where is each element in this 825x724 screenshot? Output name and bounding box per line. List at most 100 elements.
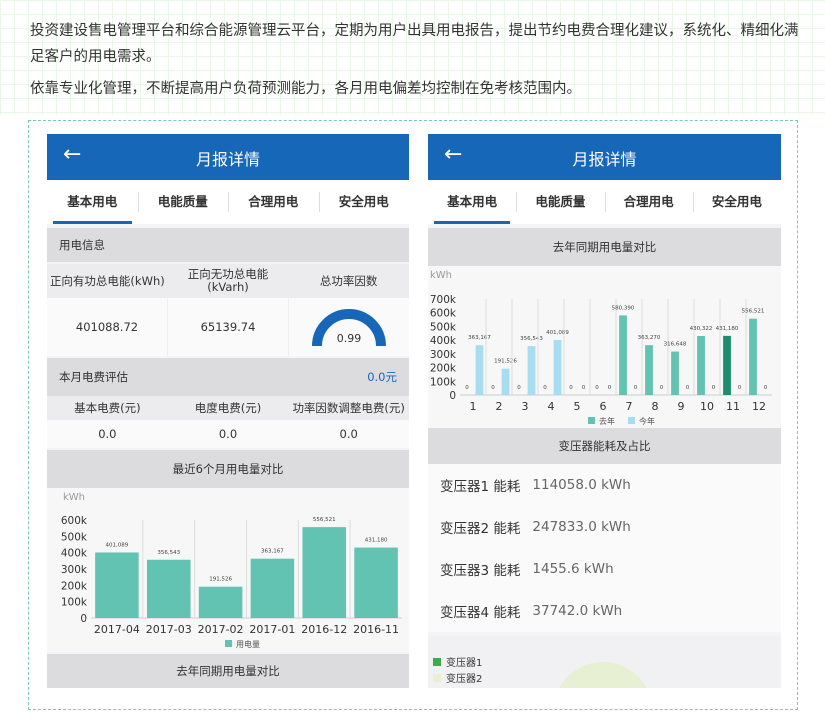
list-item: 变压器2 能耗 247833.0 kWh xyxy=(428,506,781,548)
bar xyxy=(527,346,536,395)
bar xyxy=(95,552,139,618)
x-tick-label: 5 xyxy=(574,400,581,413)
tab-safety[interactable]: 安全用电 xyxy=(318,180,410,224)
tab-rational[interactable]: 合理用电 xyxy=(228,180,319,224)
bar xyxy=(749,318,757,395)
data-label: 316,648 xyxy=(664,342,687,348)
list-item: 变压器3 能耗 1455.6 kWh xyxy=(428,548,781,590)
x-tick-label: 11 xyxy=(726,400,740,413)
x-tick-label: 8 xyxy=(652,400,659,413)
bar xyxy=(723,335,731,395)
y-tick-label: 200k xyxy=(430,363,457,375)
energy-section-header: 变压器能耗及占比 xyxy=(428,428,781,464)
back-arrow-icon[interactable]: ← xyxy=(63,142,82,167)
pie-chart xyxy=(559,661,647,688)
reactive-energy-value: 65139.74 xyxy=(167,298,288,356)
bar xyxy=(475,345,484,395)
data-label: 0 xyxy=(517,385,521,391)
y-tick-label: 100k xyxy=(430,376,457,388)
data-label: 0 xyxy=(608,385,612,391)
bar xyxy=(198,586,243,618)
col-active-energy: 正向有功总电能(kWh) xyxy=(49,274,165,288)
data-label: 0 xyxy=(543,385,547,391)
y-tick-label: 0 xyxy=(449,390,456,402)
power-factor-value: 0.99 xyxy=(336,332,362,345)
data-label: 0 xyxy=(569,385,573,391)
x-tick-label: 7 xyxy=(626,400,633,413)
tab-safety[interactable]: 安全用电 xyxy=(692,180,781,224)
transformer-value: 114058.0 kWh xyxy=(532,477,631,493)
transformer-list: 变压器1 能耗 114058.0 kWh 变压器2 能耗 247833.0 kWh … xyxy=(428,464,781,632)
fee-value-row: 0.0 0.0 0.0 xyxy=(47,420,409,448)
y-tick-label: 700k xyxy=(430,294,457,306)
fee-section-title: 本月电费评估 xyxy=(59,370,128,384)
x-tick-label: 2016-11 xyxy=(353,623,399,636)
tab-bar: 基本用电 电能质量 合理用电 安全用电 xyxy=(47,180,409,224)
legend-label: 变压器2 xyxy=(446,674,483,685)
data-label: 0 xyxy=(738,385,742,391)
bar xyxy=(354,547,398,618)
x-tick-label: 10 xyxy=(700,400,714,413)
right-phone-screen: ← 月报详情 基本用电 电能质量 合理用电 安全用电 去年同期用电量对比 kWh… xyxy=(428,134,781,688)
col-energy-fee: 电度电费(元) xyxy=(194,401,262,415)
data-label: 0 xyxy=(686,385,690,391)
dashed-frame xyxy=(28,120,798,710)
background-grid xyxy=(0,0,825,115)
data-label: 430,322 xyxy=(690,326,713,332)
page-title: 月报详情 xyxy=(572,150,637,169)
y-tick-label: 200k xyxy=(61,580,88,592)
basic-fee-value: 0.0 xyxy=(98,427,117,441)
x-tick-label: 9 xyxy=(678,400,685,413)
data-label: 363,270 xyxy=(638,335,661,341)
tab-quality[interactable]: 电能质量 xyxy=(516,180,604,224)
y-tick-label: 300k xyxy=(61,564,88,576)
app-header: ← 月报详情 xyxy=(428,134,781,180)
transformer-value: 37742.0 kWh xyxy=(532,603,623,619)
pie-chart-area: 变压器1 变压器2 xyxy=(428,636,781,688)
tab-quality[interactable]: 电能质量 xyxy=(137,180,229,224)
yoy-section-header: 去年同期用电量对比 xyxy=(47,654,409,688)
transformer-name: 变压器3 能耗 xyxy=(440,563,521,579)
x-tick-label: 3 xyxy=(522,400,529,413)
x-tick-label: 12 xyxy=(752,400,766,413)
legend-label: 今年 xyxy=(639,416,655,426)
data-label: 0 xyxy=(582,385,586,391)
data-label: 556,521 xyxy=(313,517,336,523)
active-energy-value: 401088.72 xyxy=(75,320,139,334)
pie-slice-transformer2 xyxy=(559,661,647,688)
pf-fee-value: 0.0 xyxy=(339,427,358,441)
col-pf-fee: 功率因数调整电费(元) xyxy=(292,401,405,415)
page-title: 月报详情 xyxy=(195,150,260,169)
x-tick-label: 2017-01 xyxy=(249,623,295,636)
data-label: 0 xyxy=(712,385,716,391)
data-label: 356,543 xyxy=(157,550,180,556)
y-tick-label: 600k xyxy=(430,308,457,320)
chart-section-header: 最近6个月用电量对比 xyxy=(47,450,409,488)
data-label: 0 xyxy=(595,385,599,391)
data-label: 556,521 xyxy=(742,309,765,315)
list-item: 变压器1 能耗 114058.0 kWh xyxy=(428,464,781,506)
tab-basic[interactable]: 基本用电 xyxy=(47,180,138,224)
y-tick-label: 600k xyxy=(61,515,88,527)
y-tick-label: 500k xyxy=(430,321,457,333)
transformer-value: 247833.0 kWh xyxy=(532,519,631,535)
left-phone-screen: ← 月报详情 基本用电 电能质量 合理用电 安全用电 用电信息 正向有功总电能(… xyxy=(47,134,409,688)
x-tick-label: 2016-12 xyxy=(301,623,347,636)
y-tick-label: 400k xyxy=(430,335,457,347)
x-tick-label: 2017-03 xyxy=(146,623,192,636)
tab-rational[interactable]: 合理用电 xyxy=(604,180,693,224)
data-label: 363,167 xyxy=(468,335,491,341)
data-label: 356,543 xyxy=(520,336,543,342)
y-tick-label: 500k xyxy=(61,531,88,543)
bar xyxy=(146,559,191,618)
info-header-row: 正向有功总电能(kWh) 正向无功总电能 (kVarh) 总功率因数 xyxy=(47,264,409,298)
tab-basic[interactable]: 基本用电 xyxy=(428,180,516,224)
transformer-name: 变压器1 能耗 xyxy=(440,479,521,495)
y-tick-label: 0 xyxy=(80,613,87,625)
bar xyxy=(697,335,705,395)
data-label: 431,180 xyxy=(716,326,739,332)
x-tick-label: 4 xyxy=(548,400,555,413)
legend-swatch xyxy=(588,417,595,424)
power-factor-gauge: 0.99 xyxy=(288,298,409,356)
back-arrow-icon[interactable]: ← xyxy=(444,142,463,167)
